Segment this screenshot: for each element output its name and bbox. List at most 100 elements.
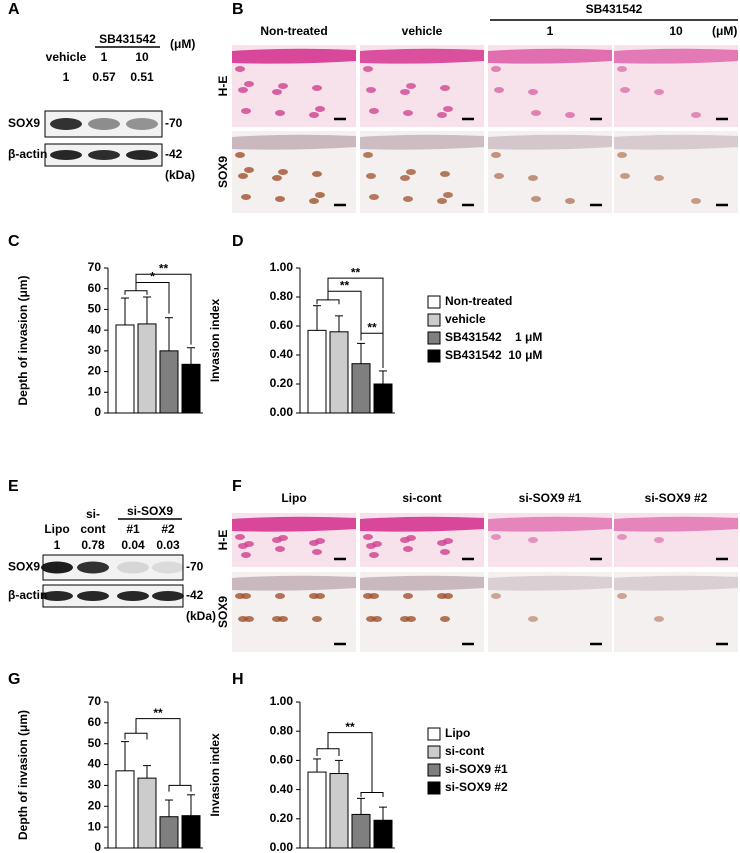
blot-band: [126, 118, 158, 130]
lane-label: 1: [101, 50, 108, 64]
legend-label: si-cont: [445, 744, 484, 758]
cell: [691, 112, 701, 118]
y-tick-label: 40: [88, 322, 102, 336]
cell: [309, 112, 319, 118]
cell: [654, 616, 664, 622]
cell: [406, 616, 416, 622]
legend-swatch: [427, 745, 441, 759]
cell: [278, 169, 288, 175]
panel-label: H: [232, 671, 244, 688]
ratio-label: 1: [63, 70, 70, 84]
cell: [366, 173, 376, 179]
y-axis-label: Depth of invasion (μm): [16, 710, 30, 840]
cell: [406, 535, 416, 541]
cell: [403, 196, 413, 202]
panel-label: A: [8, 1, 20, 18]
cell: [369, 552, 379, 558]
cell: [241, 552, 251, 558]
cell: [531, 110, 541, 116]
y-tick-label: 1.00: [270, 260, 294, 274]
column-label: 10: [669, 24, 683, 38]
cell: [235, 152, 245, 158]
cell: [315, 538, 325, 544]
tissue-layer: [488, 575, 612, 591]
row-label: β-actin: [8, 147, 47, 161]
y-tick-label: 60: [88, 281, 102, 295]
column-label: si-cont: [402, 491, 441, 505]
y-tick-label: 0.40: [270, 782, 294, 796]
column-label: Non-treated: [260, 24, 327, 38]
cell: [278, 616, 288, 622]
row-label: H-E: [216, 530, 230, 551]
bar: [373, 383, 393, 414]
cell: [400, 89, 410, 95]
row-label: SOX9: [216, 156, 230, 188]
y-tick-label: 0.80: [270, 723, 294, 737]
legend-swatch: [427, 763, 441, 777]
significance-bracket: [327, 290, 362, 341]
significance-bracket: [135, 718, 181, 786]
cell: [369, 593, 379, 599]
ratio-label: 0.51: [130, 70, 154, 84]
tissue-layer: [360, 48, 484, 64]
marker-unit: (kDa): [165, 168, 195, 182]
cell: [272, 175, 282, 181]
cell: [531, 196, 541, 202]
ratio-label: 0.78: [81, 538, 105, 552]
bar: [329, 773, 349, 849]
cell: [363, 152, 373, 158]
cell: [406, 169, 416, 175]
column-label: 1: [547, 24, 554, 38]
y-tick-label: 70: [88, 260, 102, 274]
y-tick-label: 40: [88, 757, 102, 771]
y-tick-label: 70: [88, 694, 102, 708]
tissue-layer: [232, 575, 356, 591]
cell: [491, 534, 501, 540]
unit-label: (μM): [712, 24, 737, 38]
legend-label: Non-treated: [445, 294, 512, 308]
cell: [494, 173, 504, 179]
bar: [329, 331, 349, 414]
significance-label: *: [150, 270, 155, 284]
marker-label: -42: [165, 147, 183, 161]
cell: [244, 81, 254, 87]
lane-label: si-: [86, 507, 100, 521]
cell: [440, 616, 450, 622]
y-axis-label: Depth of invasion (μm): [16, 275, 30, 405]
cell: [620, 87, 630, 93]
cell: [617, 534, 627, 540]
cell: [278, 535, 288, 541]
cell: [440, 171, 450, 177]
significance-bracket: [327, 732, 373, 793]
lane-label: cont: [80, 522, 105, 536]
lane-label: Lipo: [44, 522, 69, 536]
cell: [400, 175, 410, 181]
lane-label: #1: [126, 522, 140, 536]
cell: [363, 534, 373, 540]
ratio-label: 0.57: [92, 70, 116, 84]
cell: [244, 616, 254, 622]
cell: [528, 175, 538, 181]
cell: [369, 108, 379, 114]
legend-label: vehicle: [445, 312, 486, 326]
cell: [372, 616, 382, 622]
y-tick-label: 60: [88, 715, 102, 729]
significance-bracket: [360, 332, 384, 369]
blot-band: [41, 561, 73, 574]
row-label: SOX9: [216, 596, 230, 628]
cell: [617, 152, 627, 158]
group-label: si-SOX9: [127, 504, 173, 518]
cell: [443, 538, 453, 544]
cell: [275, 196, 285, 202]
significance-label: **: [367, 320, 377, 334]
y-tick-label: 0.60: [270, 753, 294, 767]
cell: [312, 549, 322, 555]
bar: [115, 324, 135, 414]
tissue-layer: [360, 516, 484, 532]
y-tick-label: 0.80: [270, 289, 294, 303]
y-tick-label: 0.40: [270, 347, 294, 361]
significance-label: **: [153, 706, 163, 720]
significance-bracket: [316, 299, 340, 305]
y-tick-label: 0: [94, 840, 101, 853]
bar: [137, 323, 157, 414]
